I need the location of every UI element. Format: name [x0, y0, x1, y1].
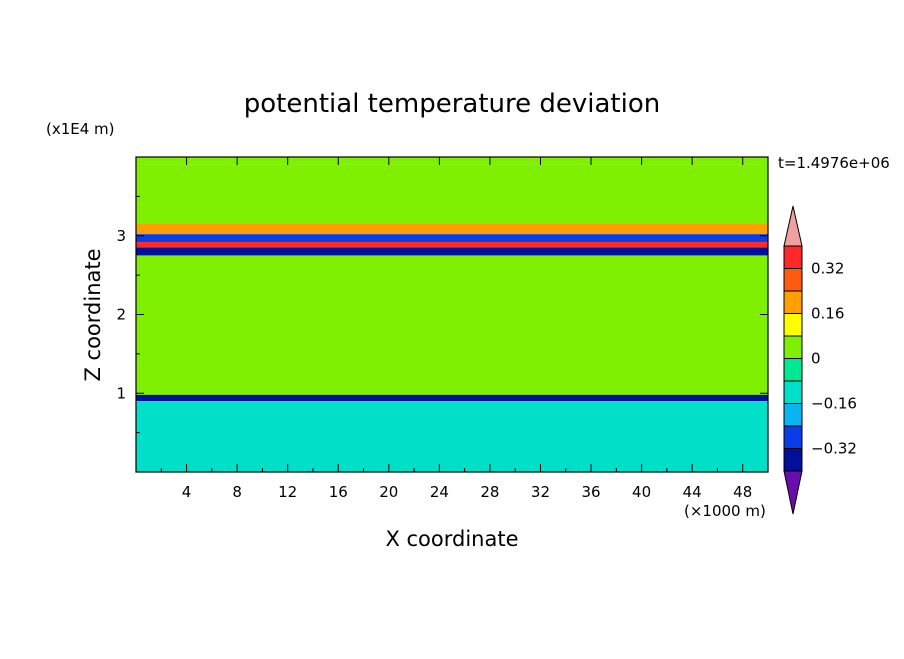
- colorbar-box-4: [783, 335, 803, 359]
- y-tick-label-1: 2: [116, 306, 126, 324]
- time-label: t=1.4976e+06: [778, 154, 890, 172]
- colorbar-label-3: −0.16: [811, 395, 857, 413]
- x-tick-label-11: 48: [733, 483, 752, 501]
- y-unit-label: (x1E4 m): [46, 120, 115, 138]
- chart-title: potential temperature deviation: [244, 89, 660, 119]
- x-tick-label-2: 12: [278, 483, 297, 501]
- layer-2: [136, 223, 768, 235]
- colorbar-label-0: 0.32: [811, 260, 844, 278]
- colorbar-box-8: [783, 425, 803, 449]
- x-tick-label-9: 40: [632, 483, 651, 501]
- y-axis: 1 2 3: [116, 195, 768, 434]
- colorbar-box-7: [783, 403, 803, 427]
- x-tick-label-10: 44: [683, 483, 702, 501]
- x-tick-label-6: 28: [480, 483, 499, 501]
- layer-8: [136, 401, 768, 472]
- layer-1: [136, 164, 768, 224]
- layer-5: [136, 247, 768, 256]
- colorbar-box-9: [783, 448, 803, 472]
- y-axis-label: Z coordinate: [81, 248, 105, 381]
- colorbar-box-1: [783, 268, 803, 292]
- layer-6: [136, 255, 768, 395]
- colorbar-bottom-arrow: [783, 470, 803, 515]
- colorbar-box-5: [783, 358, 803, 382]
- colorbar-box-0: [783, 245, 803, 269]
- x-unit-label: (×1000 m): [684, 502, 766, 520]
- colorbar-top-arrow: [783, 205, 803, 247]
- x-tick-label-0: 4: [182, 483, 192, 501]
- colorbar-label-2: 0: [811, 350, 821, 368]
- layer-0: [136, 157, 768, 165]
- layer-7: [136, 394, 768, 402]
- colorbar-box-6: [783, 380, 803, 404]
- x-tick-label-5: 24: [430, 483, 449, 501]
- colorbar-box-2: [783, 290, 803, 314]
- layer-4: [136, 242, 768, 248]
- x-axis-label: X coordinate: [385, 527, 518, 551]
- colorbar-label-4: −0.32: [811, 440, 857, 458]
- colorbar: 0.32 0.16 0 −0.16 −0.32: [783, 205, 857, 515]
- colorbar-label-1: 0.16: [811, 305, 844, 323]
- x-axis: 4 8 12 16 20 24 28 32 36 40 44 48: [160, 157, 752, 501]
- x-tick-label-7: 32: [531, 483, 550, 501]
- plot-area: [136, 157, 768, 472]
- x-tick-label-4: 20: [379, 483, 398, 501]
- y-tick-label-0: 1: [116, 384, 126, 402]
- y-tick-label-2: 3: [116, 227, 126, 245]
- x-tick-label-3: 16: [329, 483, 348, 501]
- colorbar-box-3: [783, 313, 803, 337]
- x-tick-label-8: 36: [581, 483, 600, 501]
- layer-3: [136, 234, 768, 243]
- x-tick-label-1: 8: [232, 483, 242, 501]
